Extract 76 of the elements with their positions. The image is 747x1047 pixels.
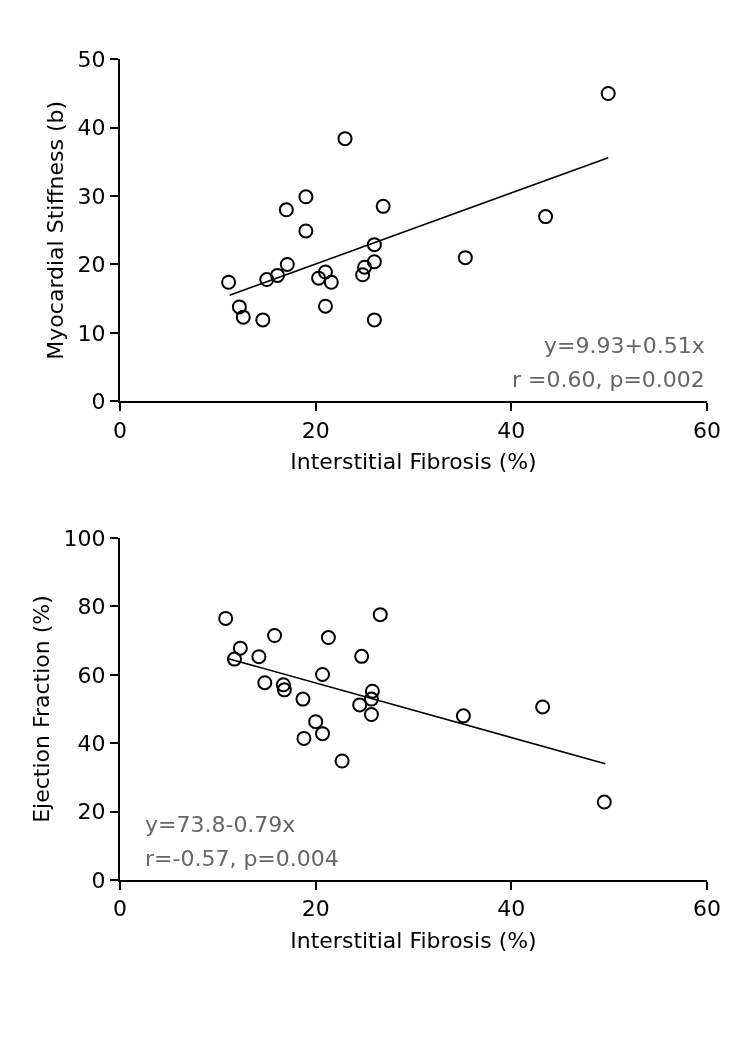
point xyxy=(257,675,273,691)
point xyxy=(251,649,267,665)
y-tick-label: 100 xyxy=(63,525,106,551)
point xyxy=(317,264,333,280)
point xyxy=(357,259,373,275)
point xyxy=(457,250,473,266)
y-tick-label: 30 xyxy=(77,183,106,209)
y-tick-label: 60 xyxy=(77,662,106,688)
point xyxy=(255,312,271,328)
x-tick-label: 0 xyxy=(113,417,127,443)
point xyxy=(276,682,292,698)
point xyxy=(218,610,234,626)
point xyxy=(298,189,314,205)
point xyxy=(372,607,388,623)
point xyxy=(226,651,242,667)
point xyxy=(375,198,391,214)
point xyxy=(295,691,311,707)
point xyxy=(334,753,350,769)
point xyxy=(221,274,237,290)
point xyxy=(308,714,324,730)
point xyxy=(354,648,370,664)
point xyxy=(323,274,339,290)
point xyxy=(320,630,336,646)
point xyxy=(364,683,380,699)
point xyxy=(355,267,371,283)
point xyxy=(363,706,379,722)
y-tick-label: 10 xyxy=(77,320,106,346)
x-tick-label: 20 xyxy=(301,417,330,443)
point xyxy=(275,677,291,693)
point xyxy=(317,298,333,314)
point xyxy=(259,272,275,288)
point xyxy=(298,223,314,239)
annotation: r =0.60, p=0.002 xyxy=(512,367,705,392)
x-tick-label: 40 xyxy=(497,417,526,443)
x-tick-label: 20 xyxy=(301,896,330,922)
point xyxy=(535,699,551,715)
y-tick-label: 80 xyxy=(77,594,106,620)
y-axis-title: Myocardial Stiffness (b) xyxy=(42,100,68,360)
point xyxy=(363,691,379,707)
point xyxy=(311,270,327,286)
y-tick-label: 20 xyxy=(77,252,106,278)
point xyxy=(232,640,248,656)
x-axis-title: Interstitial Fibrosis (%) xyxy=(290,449,537,475)
point xyxy=(352,697,368,713)
point xyxy=(315,726,331,742)
point xyxy=(278,202,294,218)
point xyxy=(267,628,283,643)
point xyxy=(231,299,247,315)
x-tick-label: 0 xyxy=(113,896,127,922)
x-axis-title: Interstitial Fibrosis (%) xyxy=(290,927,537,953)
annotation: y=73.8-0.79x xyxy=(145,812,296,837)
point xyxy=(366,254,382,270)
point xyxy=(538,209,554,225)
y-tick-label: 40 xyxy=(77,730,106,756)
point xyxy=(279,256,295,272)
y-tick-label: 40 xyxy=(77,115,106,141)
x-tick-label: 60 xyxy=(693,417,721,443)
x-tick-label: 40 xyxy=(497,896,526,922)
y-tick-label: 0 xyxy=(91,867,106,893)
point xyxy=(600,86,616,101)
point xyxy=(455,708,471,724)
point xyxy=(337,131,353,147)
point xyxy=(366,237,382,253)
point xyxy=(315,666,331,682)
y-tick-label: 50 xyxy=(77,47,106,73)
point xyxy=(270,267,286,283)
point xyxy=(235,309,251,325)
x-tick-label: 60 xyxy=(693,896,721,922)
point xyxy=(296,730,312,746)
y-tick-label: 0 xyxy=(91,388,106,414)
y-axis-title: Ejection Fraction (%) xyxy=(28,595,54,823)
annotation: y=9.93+0.51x xyxy=(544,333,705,358)
annotation: r=-0.57, p=0.004 xyxy=(145,846,339,871)
point xyxy=(366,312,382,328)
y-tick-label: 20 xyxy=(77,799,106,825)
point xyxy=(596,794,612,810)
